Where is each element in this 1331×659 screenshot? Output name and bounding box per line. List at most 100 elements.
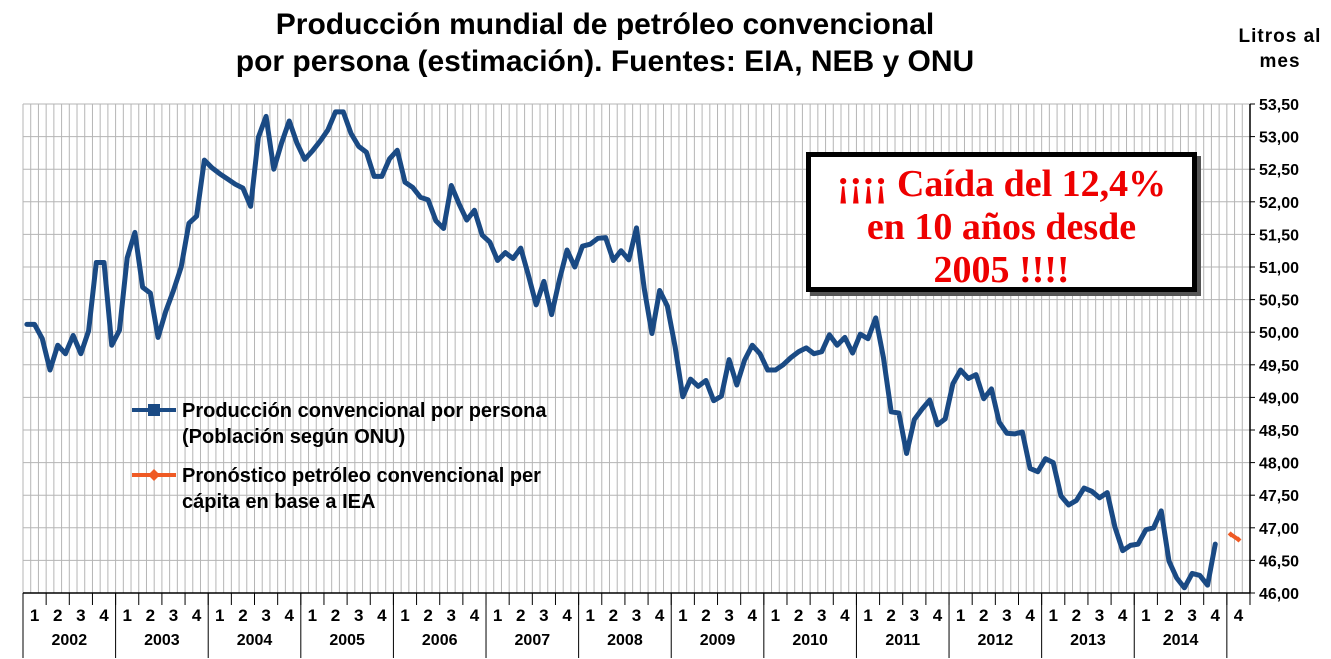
x-year-label: 2014	[1163, 632, 1199, 649]
x-quarter-label: 4	[470, 606, 480, 625]
x-quarter-label: 2	[886, 606, 895, 625]
x-year-label: 2010	[792, 632, 828, 649]
x-quarter-label: 2	[238, 606, 247, 625]
legend-label-forecast: Pronóstico petróleo convencional per cáp…	[182, 465, 541, 513]
x-quarter-label: 2	[609, 606, 618, 625]
legend-item-forecast: Pronóstico petróleo convencional per cáp…	[130, 463, 690, 515]
forecast-point	[1227, 531, 1234, 538]
x-quarter-label: 2	[516, 606, 525, 625]
x-quarter-label: 3	[539, 606, 548, 625]
x-quarter-label: 1	[1048, 606, 1057, 625]
x-quarter-label: 3	[354, 606, 363, 625]
legend-swatch-production	[132, 404, 176, 416]
x-quarter-label: 1	[585, 606, 594, 625]
series-line-production	[24, 109, 1218, 591]
x-quarter-label: 1	[400, 606, 409, 625]
x-quarter-label: 4	[655, 606, 665, 625]
x-quarter-label: 1	[678, 606, 687, 625]
x-quarter-label: 2	[331, 606, 340, 625]
x-quarter-label: 2	[1072, 606, 1081, 625]
y-tick-label: 52,00	[1259, 195, 1299, 212]
y-tick-label: 49,50	[1259, 358, 1299, 375]
x-quarter-label: 2	[794, 606, 803, 625]
y-tick-label: 46,50	[1259, 553, 1299, 570]
annotation-line-1: ¡¡¡¡ Caída del 12,4%	[836, 163, 1167, 205]
chart-title-line-2: por persona (estimación). Fuentes: EIA, …	[235, 45, 975, 78]
y-tick-label: 48,50	[1259, 423, 1299, 440]
x-quarter-label: 4	[1118, 606, 1128, 625]
y-tick-label: 51,00	[1259, 260, 1299, 277]
x-quarter-label: 2	[423, 606, 432, 625]
x-quarter-label: 4	[1234, 606, 1244, 625]
x-quarter-label: 2	[146, 606, 155, 625]
x-quarter-label: 3	[1187, 606, 1196, 625]
x-quarter-label: 4	[1025, 606, 1035, 625]
x-quarter-label: 3	[1002, 606, 1011, 625]
x-quarter-label: 1	[215, 606, 224, 625]
x-quarter-label: 4	[1211, 606, 1221, 625]
x-quarter-label: 4	[192, 606, 202, 625]
forecast-point	[1235, 536, 1242, 543]
x-year-label: 2009	[700, 632, 736, 649]
y-tick-label: 50,00	[1259, 325, 1299, 342]
x-quarter-label: 4	[377, 606, 387, 625]
y-tick-label: 53,50	[1259, 97, 1299, 114]
x-year-label: 2004	[237, 632, 273, 649]
x-quarter-label: 1	[956, 606, 965, 625]
y-tick-label: 47,00	[1259, 521, 1299, 538]
legend-swatch-forecast	[132, 469, 176, 481]
x-year-label: 2007	[515, 632, 551, 649]
y-tick-label: 46,00	[1259, 586, 1299, 603]
y-tick-label: 52,50	[1259, 162, 1299, 179]
x-quarter-label: 3	[76, 606, 85, 625]
x-quarter-label: 4	[285, 606, 295, 625]
x-year-label: 2013	[1070, 632, 1106, 649]
y-axis-ticks: 46,00 46,50 47,00 47,50 48,00 48,50 49,00 49,50…	[1250, 97, 1299, 603]
x-quarter-label: 3	[1095, 606, 1104, 625]
y-tick-label: 51,50	[1259, 227, 1299, 244]
x-quarter-label: 1	[308, 606, 317, 625]
x-quarter-label: 2	[53, 606, 62, 625]
x-year-label: 2005	[329, 632, 365, 649]
annotation-line-3: 2005 !!!!	[933, 249, 1070, 291]
x-year-label: 2003	[144, 632, 180, 649]
x-quarter-label: 3	[447, 606, 456, 625]
x-quarter-label: 4	[933, 606, 943, 625]
y-tick-label: 50,50	[1259, 293, 1299, 310]
x-quarter-label: 1	[1141, 606, 1150, 625]
x-quarter-label: 3	[817, 606, 826, 625]
x-year-label: 2011	[885, 632, 920, 649]
x-quarter-label: 3	[910, 606, 919, 625]
x-quarter-label: 2	[979, 606, 988, 625]
chart-title: Producción mundial de petróleo convencio…	[60, 6, 1150, 80]
x-quarter-label: 3	[724, 606, 733, 625]
x-quarter-label: 4	[99, 606, 109, 625]
x-quarter-label: 4	[748, 606, 758, 625]
x-quarter-label: 3	[261, 606, 270, 625]
legend-label-production: Producción convencional por persona (Pob…	[182, 400, 547, 448]
chart-title-line-1: Producción mundial de petróleo convencio…	[275, 8, 935, 41]
x-quarter-label: 2	[701, 606, 710, 625]
x-quarter-label: 1	[863, 606, 872, 625]
x-quarter-label: 4	[562, 606, 572, 625]
x-quarter-label: 1	[122, 606, 131, 625]
x-quarter-label: 1	[30, 606, 39, 625]
y-axis-unit-label: Litros al mes	[1238, 26, 1322, 72]
x-quarter-label: 4	[840, 606, 850, 625]
x-quarter-label: 3	[169, 606, 178, 625]
annotation-callout: ¡¡¡¡ Caída del 12,4% en 10 años desde 20…	[806, 152, 1197, 292]
x-year-label: 2008	[607, 632, 643, 649]
y-tick-label: 47,50	[1259, 488, 1299, 505]
x-quarter-label: 3	[632, 606, 641, 625]
x-year-label: 2002	[52, 632, 88, 649]
y-tick-label: 48,00	[1259, 456, 1299, 473]
x-year-label: 2012	[978, 632, 1014, 649]
x-quarter-label: 2	[1164, 606, 1173, 625]
x-quarter-label: 1	[771, 606, 780, 625]
y-tick-label: 53,00	[1259, 130, 1299, 147]
y-tick-label: 49,00	[1259, 390, 1299, 407]
legend-item-production: Producción convencional por persona (Pob…	[130, 398, 690, 450]
annotation-line-2: en 10 años desde	[866, 206, 1137, 248]
